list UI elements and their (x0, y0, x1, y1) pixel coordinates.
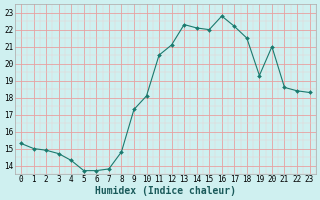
X-axis label: Humidex (Indice chaleur): Humidex (Indice chaleur) (95, 186, 236, 196)
